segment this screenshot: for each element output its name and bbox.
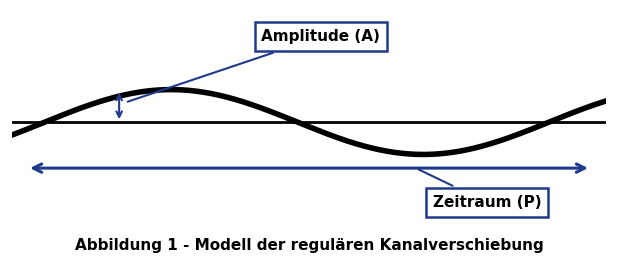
Text: Abbildung 1 - Modell der regulären Kanalverschiebung: Abbildung 1 - Modell der regulären Kanal… (75, 238, 543, 253)
Text: Amplitude (A): Amplitude (A) (128, 29, 380, 102)
Text: Zeitraum (P): Zeitraum (P) (418, 169, 541, 210)
